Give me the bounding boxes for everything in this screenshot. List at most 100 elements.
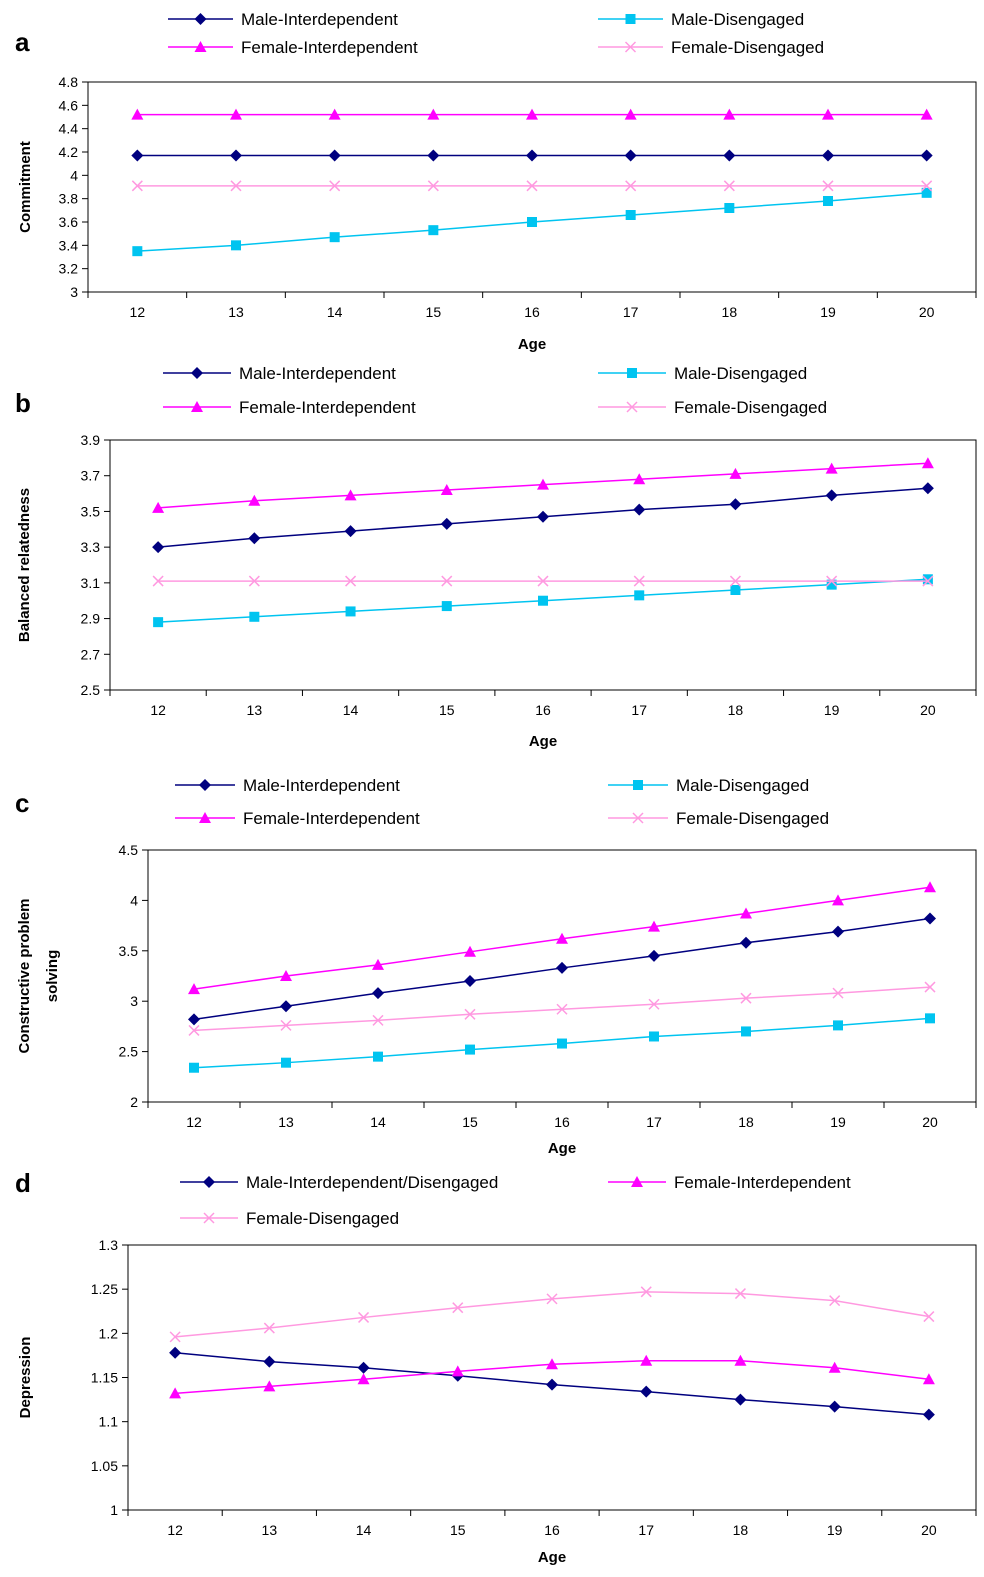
plot-area — [147, 849, 977, 1103]
y-tick-label: 3 — [70, 284, 78, 300]
y-axis-title: Constructive problem — [16, 898, 33, 1053]
data-point — [464, 1008, 476, 1020]
y-axis-title: Balanced relatedness — [16, 488, 33, 642]
data-point — [640, 1354, 653, 1366]
panel-letter: b — [15, 388, 31, 418]
x-tick-label: 14 — [356, 1522, 372, 1538]
data-point — [640, 1385, 653, 1398]
data-point — [556, 932, 568, 944]
data-point — [740, 907, 752, 919]
y-tick-label: 4.6 — [59, 97, 79, 113]
data-point — [825, 489, 838, 502]
legend-entry: Male-Interdependent — [175, 776, 400, 795]
data-point — [640, 1286, 652, 1298]
data-point — [169, 1331, 181, 1343]
y-tick-label: 4.5 — [119, 842, 139, 858]
series-line — [131, 108, 933, 120]
data-point — [828, 1361, 841, 1373]
data-point — [832, 894, 844, 906]
legend-entry: Female-Interdependent — [168, 38, 418, 57]
data-point — [248, 532, 261, 545]
data-point — [329, 232, 340, 243]
data-point — [624, 108, 637, 120]
data-point — [372, 1014, 384, 1026]
data-point — [648, 998, 660, 1010]
data-point — [344, 525, 357, 538]
legend-entry: Male-Interdependent/Disengaged — [180, 1173, 498, 1192]
data-point — [248, 494, 261, 506]
x-tick-label: 13 — [278, 1114, 294, 1130]
data-point — [649, 1031, 659, 1042]
y-tick-label: 3.5 — [81, 503, 101, 519]
legend-label: Male-Interdependent — [243, 776, 400, 795]
data-point — [131, 108, 144, 120]
data-point — [556, 961, 568, 974]
x-tick-label: 16 — [544, 1522, 560, 1538]
legend-marker — [194, 13, 207, 25]
data-point — [280, 1000, 292, 1013]
x-tick-label: 17 — [638, 1522, 654, 1538]
data-point — [230, 149, 242, 162]
legend-entry: Female-Disengaged — [598, 38, 824, 57]
chart-panel-a: a Male-Interdependent Male-Disengaged Femal… — [15, 10, 977, 353]
data-point — [373, 1051, 383, 1062]
data-point — [922, 1408, 935, 1421]
y-tick-label: 3 — [130, 993, 138, 1009]
data-point — [828, 1400, 841, 1413]
data-point — [188, 983, 200, 995]
legend-marker — [199, 779, 211, 791]
data-point — [648, 949, 660, 962]
data-point — [921, 457, 934, 469]
y-tick-label: 3.6 — [59, 214, 79, 230]
x-tick-label: 17 — [646, 1114, 662, 1130]
x-tick-label: 14 — [370, 1114, 386, 1130]
series-line — [152, 482, 934, 554]
data-point — [734, 1288, 746, 1300]
data-point — [826, 575, 838, 587]
x-tick-label: 15 — [426, 304, 442, 320]
x-axis-title: Age — [548, 1140, 576, 1157]
data-point — [357, 1373, 370, 1385]
data-point — [537, 478, 549, 490]
data-point — [923, 1311, 935, 1323]
data-point — [132, 246, 143, 257]
data-point — [825, 462, 838, 474]
x-tick-label: 20 — [920, 702, 936, 718]
panel-letter: c — [15, 788, 29, 818]
x-tick-label: 12 — [167, 1522, 183, 1538]
series-line — [169, 1354, 935, 1399]
y-tick-label: 1.15 — [91, 1370, 118, 1386]
data-point — [634, 590, 645, 601]
x-tick-label: 12 — [186, 1114, 202, 1130]
data-point — [922, 1373, 935, 1385]
data-point — [624, 149, 637, 162]
legend-marker — [194, 41, 207, 52]
x-tick-label: 12 — [130, 304, 146, 320]
legend-entry: Female-Disengaged — [598, 398, 827, 417]
data-point — [249, 611, 260, 622]
legend-label: Male-Interdependent/Disengaged — [246, 1173, 498, 1192]
data-point — [546, 1293, 558, 1305]
data-point — [925, 1013, 935, 1024]
y-tick-label: 1.25 — [91, 1281, 118, 1297]
data-point — [526, 180, 538, 192]
legend-marker — [191, 367, 203, 379]
x-tick-label: 18 — [738, 1114, 754, 1130]
series-line — [169, 1346, 935, 1421]
data-point — [263, 1355, 276, 1368]
y-tick-label: 4.4 — [59, 121, 79, 137]
y-axis-title: Depression — [17, 1337, 34, 1419]
x-axis-title: Age — [518, 336, 546, 353]
x-tick-label: 19 — [820, 304, 836, 320]
data-point — [427, 108, 440, 120]
x-tick-label: 17 — [631, 702, 647, 718]
data-point — [230, 180, 242, 192]
data-point — [344, 489, 357, 501]
legend-marker — [627, 368, 637, 378]
data-point — [427, 180, 439, 192]
data-point — [451, 1365, 464, 1377]
x-tick-label: 12 — [150, 702, 166, 718]
data-point — [357, 1361, 370, 1374]
data-point — [822, 108, 834, 120]
y-tick-label: 2.7 — [81, 646, 101, 662]
